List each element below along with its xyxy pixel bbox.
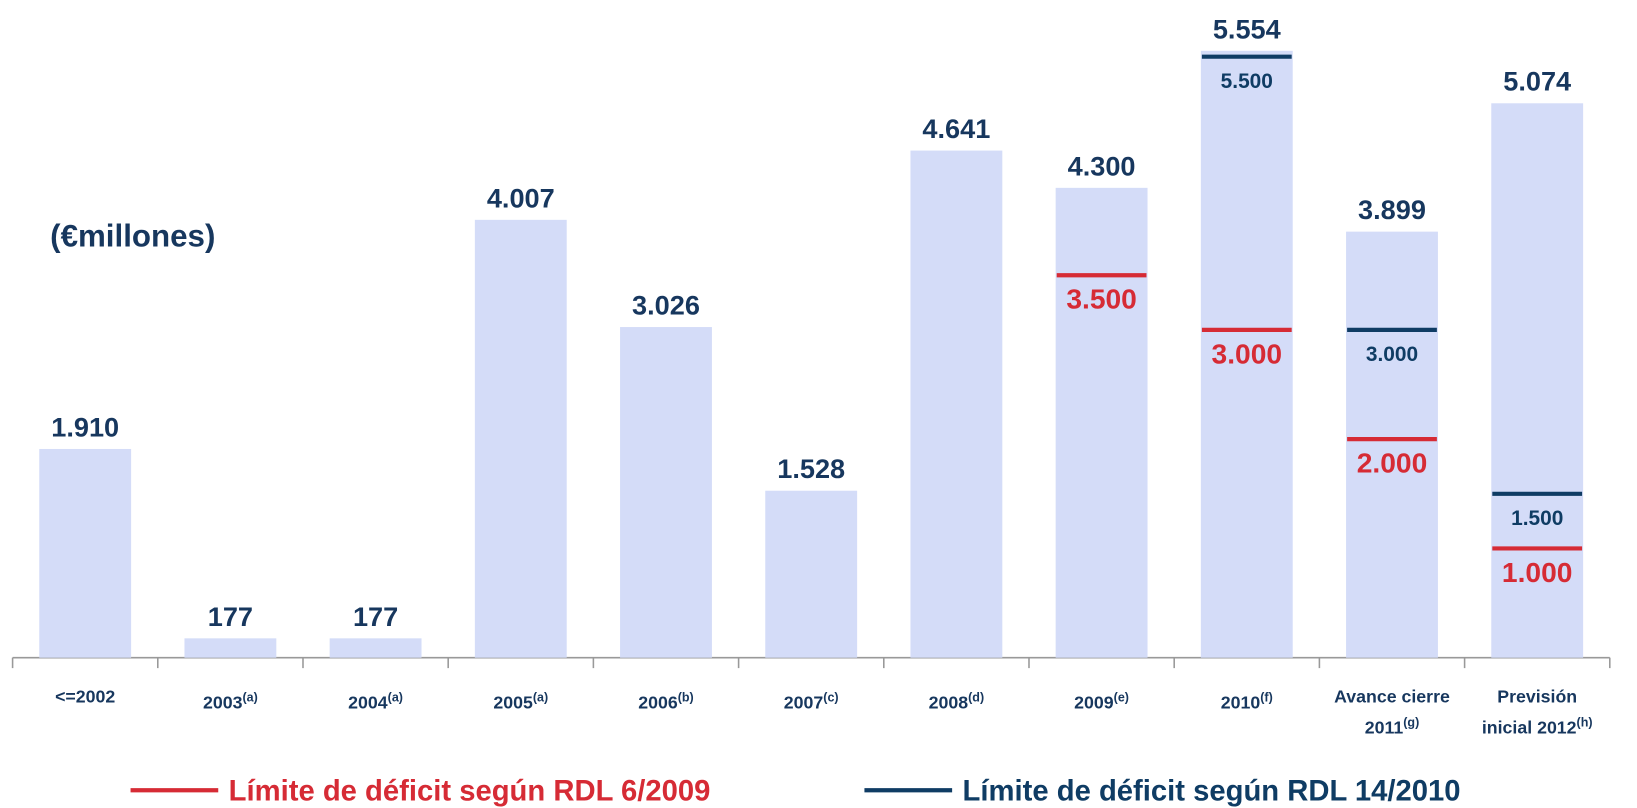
value-label: 4.641 [922, 113, 990, 144]
category-note: (h) [1576, 715, 1593, 730]
bar [1200, 50, 1293, 658]
bar [765, 490, 858, 658]
value-label: 1.910 [51, 411, 119, 442]
limit-label: 2.000 [1357, 447, 1428, 479]
x-tick-label: 2007(c) [742, 685, 880, 716]
category: 2008 [928, 692, 969, 713]
category-note: (g) [1403, 715, 1420, 730]
x-label: 2007(c) [742, 685, 880, 716]
limit-label: 3.500 [1066, 283, 1136, 315]
category: 2010 [1220, 692, 1261, 713]
x-label: 2008(d) [887, 685, 1025, 716]
x-label: Avance cierre 2011(g) [1334, 685, 1451, 741]
x-tick-label: 2009(e) [1033, 685, 1171, 716]
x-tick-label: 2005(a) [452, 685, 590, 716]
bar [329, 638, 422, 658]
bar [39, 448, 132, 658]
category: 2003 [202, 692, 243, 713]
category-note: (f) [1260, 690, 1273, 705]
x-label: 2004(a) [307, 685, 445, 716]
x-tick-label: 2008(d) [887, 685, 1025, 716]
category: 2005 [493, 692, 533, 713]
category: 2006 [638, 692, 678, 713]
x-label: 2009(e) [1033, 685, 1171, 716]
value-label: 5.074 [1503, 66, 1571, 97]
x-label: 2006(b) [597, 685, 735, 716]
x-label: Previsión inicial 2012(h) [1479, 685, 1596, 741]
limit-label: 1.000 [1502, 556, 1573, 588]
value-label: 177 [208, 601, 253, 632]
limit-label: 5.500 [1221, 70, 1273, 93]
category-note: (a) [242, 690, 258, 705]
x-tick-label: 2006(b) [597, 685, 735, 716]
unit-label: (€millones) [50, 218, 215, 253]
bar [910, 150, 1003, 658]
value-label: 5.554 [1213, 13, 1281, 44]
category: Previsión inicial 2012 [1481, 686, 1578, 738]
limit-label: 1.500 [1511, 507, 1563, 530]
value-label: 4.007 [487, 182, 555, 213]
x-tick-label: 2003(a) [161, 685, 299, 716]
x-label: 2003(a) [161, 685, 299, 716]
legend-label: Límite de déficit según RDL 14/2010 [963, 776, 1461, 808]
limit-label: 3.000 [1212, 337, 1283, 369]
value-label: 3.899 [1358, 194, 1426, 225]
category-note: (c) [823, 690, 839, 705]
x-tick-label: 2010(f) [1178, 685, 1316, 716]
x-label: 2005(a) [452, 685, 590, 716]
bar [474, 219, 567, 658]
x-tick-label: <=2002 [16, 685, 154, 710]
value-label: 4.300 [1068, 150, 1136, 181]
bar [184, 638, 277, 658]
value-label: 3.026 [632, 290, 700, 321]
category: <=2002 [55, 686, 116, 707]
category-note: (e) [1113, 690, 1129, 705]
category: Avance cierre 2011 [1334, 686, 1450, 738]
bar [1491, 103, 1584, 658]
x-tick-label: 2004(a) [307, 685, 445, 716]
bar [1055, 187, 1148, 658]
category-note: (b) [677, 690, 694, 705]
category-note: (d) [968, 690, 985, 705]
value-label: 177 [353, 601, 398, 632]
x-tick-label: Previsión inicial 2012(h) [1479, 685, 1596, 741]
category-note: (a) [532, 690, 549, 705]
x-tick-label: Avance cierre 2011(g) [1334, 685, 1451, 741]
category: 2004 [348, 692, 388, 713]
category: 2009 [1074, 692, 1114, 713]
x-label: <=2002 [16, 685, 154, 710]
bar [620, 327, 712, 658]
category: 2007 [783, 692, 824, 713]
legend-label: Límite de déficit según RDL 6/2009 [229, 776, 711, 808]
category-note: (a) [387, 690, 403, 705]
x-label: 2010(f) [1178, 685, 1316, 716]
value-label: 1.528 [777, 453, 845, 484]
limit-label: 3.000 [1366, 343, 1418, 366]
bar [1346, 231, 1438, 658]
